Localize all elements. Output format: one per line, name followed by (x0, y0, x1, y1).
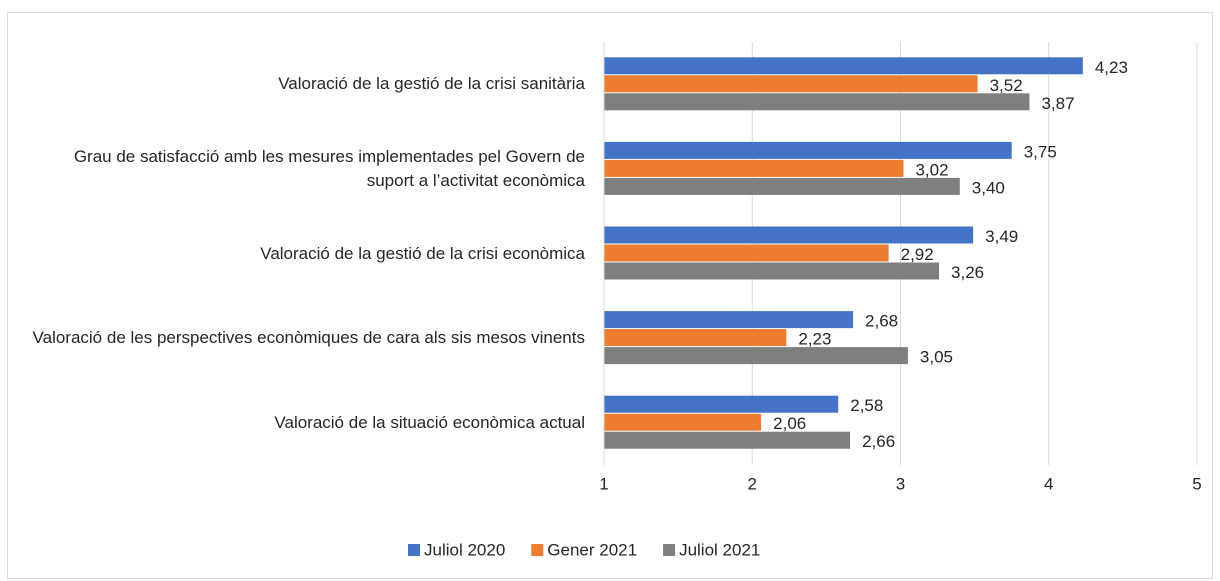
category-label: Valoració de la gestió de la crisi econò… (260, 243, 585, 263)
bar (604, 159, 904, 177)
value-label: 3,52 (990, 76, 1023, 95)
bar (604, 262, 940, 280)
value-label: 3,49 (985, 227, 1018, 246)
x-tick-label: 2 (748, 474, 757, 493)
category-label: Grau de satisfacció amb les mesures impl… (73, 146, 585, 190)
x-tick-label: 4 (1044, 474, 1053, 493)
value-label: 4,23 (1095, 58, 1128, 77)
bar (604, 413, 762, 431)
bar (604, 141, 1012, 159)
value-label: 3,87 (1041, 94, 1074, 113)
bar (604, 226, 974, 244)
value-label: 2,23 (798, 330, 831, 349)
x-tick-label: 1 (599, 474, 608, 493)
legend-label: Juliol 2020 (424, 540, 505, 559)
category-label: Valoració de la gestió de la crisi sanit… (278, 74, 585, 94)
category-label: Valoració de la situació econòmica actua… (274, 412, 585, 432)
value-label: 3,26 (951, 263, 984, 282)
value-label: 2,68 (865, 312, 898, 331)
x-tick-label: 3 (896, 474, 905, 493)
value-label: 3,02 (915, 160, 948, 179)
bar (604, 431, 851, 449)
bar (604, 177, 960, 195)
bar (604, 311, 854, 329)
value-label: 2,92 (901, 245, 934, 264)
legend-swatch (663, 544, 676, 556)
legend-label: Gener 2021 (547, 540, 637, 559)
bar (604, 329, 787, 347)
value-label: 2,06 (773, 414, 806, 433)
legend-swatch (531, 544, 544, 556)
bar (604, 244, 889, 262)
bar (604, 75, 978, 93)
legend-label: Juliol 2021 (679, 540, 760, 559)
category-label: Valoració de les perspectives econòmique… (32, 328, 585, 348)
value-label: 2,58 (850, 396, 883, 415)
value-label: 3,40 (972, 178, 1005, 197)
value-label: 3,75 (1024, 142, 1057, 161)
bar (604, 57, 1083, 75)
bar (604, 347, 908, 365)
value-label: 2,66 (862, 432, 895, 451)
legend-swatch (408, 544, 420, 556)
bar (604, 93, 1030, 111)
x-tick-label: 5 (1192, 474, 1201, 493)
value-label: 3,05 (920, 348, 953, 367)
bar (604, 395, 839, 413)
